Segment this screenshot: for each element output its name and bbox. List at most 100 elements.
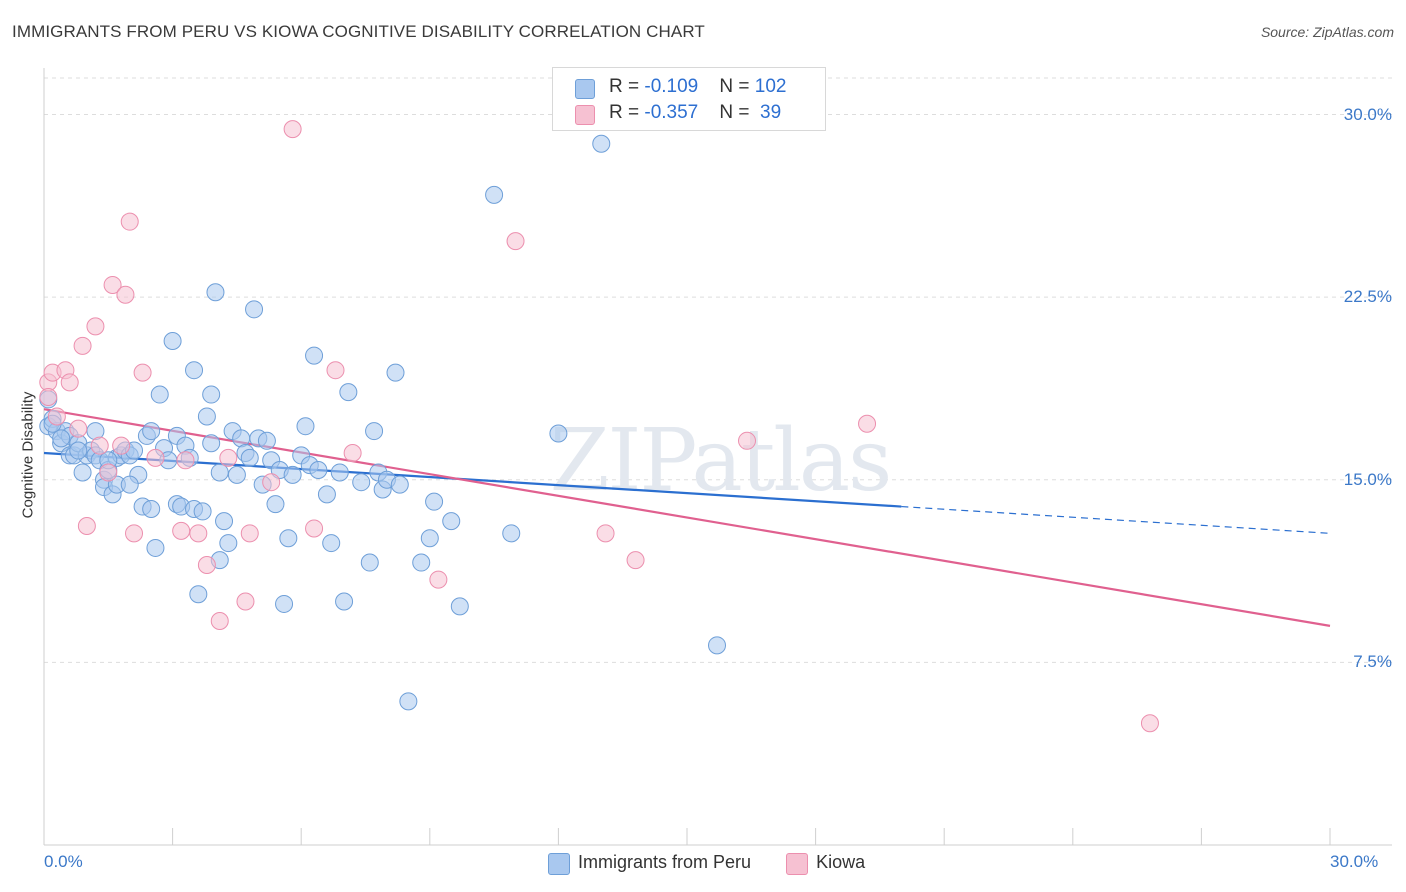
data-point-peru xyxy=(202,385,221,404)
data-point-kiowa xyxy=(90,436,109,455)
data-point-kiowa xyxy=(326,361,345,380)
legend-item-peru[interactable]: Immigrants from Peru xyxy=(548,852,752,875)
kiowa-swatch-icon xyxy=(575,105,595,125)
data-point-peru xyxy=(120,475,139,494)
data-point-kiowa xyxy=(262,473,281,492)
data-point-peru xyxy=(708,636,727,655)
x-tick-label-max: 30.0% xyxy=(1330,852,1379,871)
data-point-kiowa xyxy=(429,570,448,589)
data-point-peru xyxy=(450,597,469,616)
data-point-kiowa xyxy=(125,524,144,543)
data-point-peru xyxy=(305,346,324,365)
data-point-peru xyxy=(69,441,88,460)
legend-item-kiowa[interactable]: Kiowa xyxy=(786,852,866,875)
data-point-peru xyxy=(317,485,336,504)
data-point-peru xyxy=(399,692,418,711)
trend-line-peru-extension xyxy=(901,505,1331,534)
data-point-kiowa xyxy=(343,443,362,462)
data-point-kiowa xyxy=(506,232,525,251)
data-point-peru xyxy=(335,592,354,611)
data-point-peru xyxy=(193,502,212,521)
data-point-peru xyxy=(215,512,234,531)
r-label: R = xyxy=(609,102,645,123)
peru-swatch-icon xyxy=(575,79,595,99)
data-point-kiowa xyxy=(172,521,191,540)
peru-legend-swatch-icon xyxy=(548,853,570,875)
data-point-kiowa xyxy=(596,524,615,543)
n-label: N = xyxy=(719,76,755,97)
data-point-kiowa xyxy=(99,463,118,482)
r-value-peru: -0.109 xyxy=(644,76,699,97)
source-credit: Source: ZipAtlas.com xyxy=(1260,24,1394,40)
data-point-peru xyxy=(163,331,182,350)
gridlines xyxy=(44,77,1392,663)
data-point-peru xyxy=(142,499,161,518)
data-point-peru xyxy=(420,529,439,548)
data-point-kiowa xyxy=(219,448,238,467)
data-point-kiowa xyxy=(39,387,58,406)
data-point-peru xyxy=(73,463,92,482)
data-point-peru xyxy=(425,492,444,511)
data-point-peru xyxy=(330,463,349,482)
data-point-peru xyxy=(245,300,264,319)
data-point-peru xyxy=(206,283,225,302)
data-point-peru xyxy=(266,495,285,514)
chart-title: IMMIGRANTS FROM PERU VS KIOWA COGNITIVE … xyxy=(12,22,705,41)
data-point-peru xyxy=(386,363,405,382)
data-point-kiowa xyxy=(133,363,152,382)
data-point-peru xyxy=(365,422,384,441)
data-point-kiowa xyxy=(189,524,208,543)
data-point-kiowa xyxy=(77,517,96,536)
data-point-peru xyxy=(390,475,409,494)
data-point-kiowa xyxy=(73,336,92,355)
series-legend: Immigrants from Peru Kiowa xyxy=(548,852,895,875)
data-point-peru xyxy=(227,465,246,484)
data-point-peru xyxy=(219,534,238,553)
data-point-peru xyxy=(352,473,371,492)
data-point-peru xyxy=(442,512,461,531)
data-point-kiowa xyxy=(1140,714,1159,733)
n-value-kiowa: 39 xyxy=(754,102,782,123)
data-point-kiowa xyxy=(197,555,216,574)
data-point-kiowa xyxy=(47,407,66,426)
legend-label-peru: Immigrants from Peru xyxy=(578,852,752,872)
data-point-kiowa xyxy=(240,524,259,543)
data-point-peru xyxy=(150,385,169,404)
axes xyxy=(43,68,1392,846)
y-tick-label: 15.0% xyxy=(1343,469,1392,489)
data-point-kiowa xyxy=(176,451,195,470)
data-point-peru xyxy=(146,538,165,557)
data-point-peru xyxy=(309,461,328,480)
data-point-peru xyxy=(485,185,504,204)
r-label: R = xyxy=(609,76,645,97)
data-point-peru xyxy=(592,134,611,153)
data-point-peru xyxy=(210,463,229,482)
data-point-kiowa xyxy=(120,212,139,231)
data-point-peru xyxy=(142,422,161,441)
data-point-peru xyxy=(257,431,276,450)
data-point-kiowa xyxy=(60,373,79,392)
y-tick-label: 30.0% xyxy=(1343,104,1392,124)
r-value-kiowa: -0.357 xyxy=(644,102,699,123)
data-point-kiowa xyxy=(146,448,165,467)
x-tick-label-min: 0.0% xyxy=(44,852,83,871)
stats-legend: R = -0.109 N = 102 R = -0.357 N = 39 xyxy=(552,67,826,131)
data-point-peru xyxy=(360,553,379,572)
kiowa-legend-swatch-icon xyxy=(786,853,809,875)
data-point-peru xyxy=(189,585,208,604)
data-point-peru xyxy=(275,594,294,613)
data-point-peru xyxy=(52,429,71,448)
data-point-kiowa xyxy=(103,275,122,294)
data-point-peru xyxy=(283,465,302,484)
data-points xyxy=(39,120,1159,733)
data-point-peru xyxy=(549,424,568,443)
data-point-kiowa xyxy=(86,317,105,336)
data-point-kiowa xyxy=(112,436,131,455)
data-point-peru xyxy=(502,524,521,543)
data-point-kiowa xyxy=(626,551,645,570)
data-point-peru xyxy=(279,529,298,548)
legend-label-kiowa: Kiowa xyxy=(816,852,866,872)
y-tick-label: 7.5% xyxy=(1353,652,1392,672)
y-axis-title: Cognitive Disability xyxy=(19,391,37,519)
